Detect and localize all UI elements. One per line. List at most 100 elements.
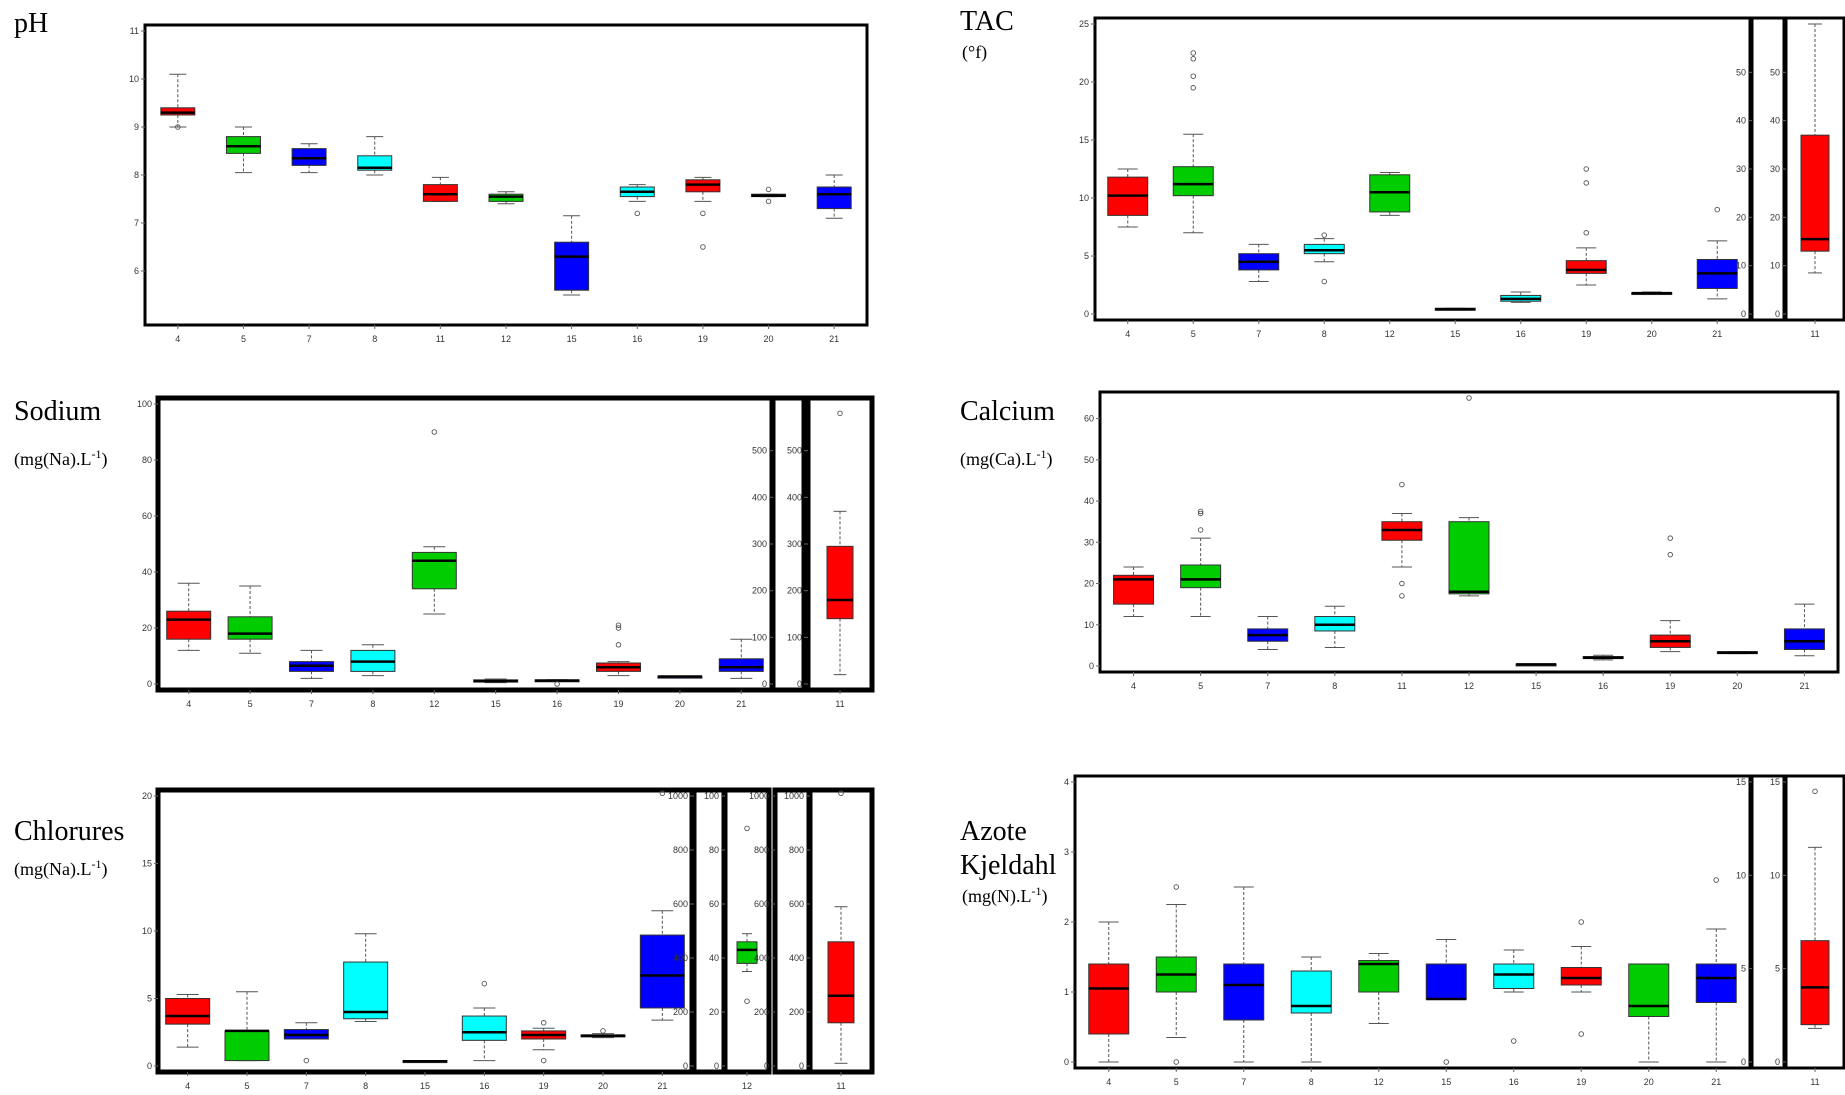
outlier-point (1713, 877, 1719, 883)
x-tick-label: 21 (1711, 1077, 1721, 1087)
panel: 0 200 400 600 800 1000 11 (784, 787, 875, 1091)
x-tick-label: 15 (420, 1081, 430, 1091)
x-tick-label: 5 (241, 334, 246, 344)
panel-frame (143, 23, 869, 327)
outlier-point (1197, 508, 1204, 515)
box-8: 8 (343, 933, 389, 1091)
box-11: 11 (1800, 23, 1830, 339)
y-tick-label: 100 (787, 632, 802, 642)
box-21: 21 (1783, 603, 1825, 691)
panel-frame (722, 787, 772, 1075)
chart-4: Chlorures (mg(Na).L-1) 0 5 10 15 20 4 5 7 8 15 16 19 2… (14, 787, 875, 1091)
outlier-point (1399, 481, 1405, 488)
box-16: 16 (1493, 949, 1535, 1087)
x-tick-label: 7 (1256, 329, 1261, 339)
box-iqr (1628, 963, 1670, 1017)
y-tick-label: 20 (142, 623, 152, 633)
y-tick-label: 200 (787, 586, 802, 596)
outlier-point (303, 1057, 310, 1064)
box-iqr (1800, 940, 1830, 1026)
chart-title: TAC (960, 6, 1014, 37)
box-5: 5 (1172, 50, 1214, 339)
box-8: 8 (1303, 232, 1345, 339)
outlier-point (540, 1020, 547, 1026)
outlier-point (837, 410, 843, 417)
panel: 0 20 40 60 80 100 4 5 7 8 12 15 16 19 20 21 (137, 395, 775, 709)
y-tick-label: 5 (1084, 251, 1089, 261)
box-16: 16 (534, 679, 580, 709)
outlier-point (700, 244, 706, 250)
panel: 0 10 20 30 40 50 60 4 5 7 8 11 12 15 16 19 20 21 (1084, 390, 1840, 691)
box-8: 8 (357, 136, 393, 344)
box-4: 4 (165, 993, 211, 1091)
box-iqr (639, 934, 685, 1009)
y-tick-label: 5 (1775, 964, 1780, 974)
box-iqr (1223, 963, 1265, 1021)
x-tick-label: 19 (1581, 329, 1591, 339)
y-tick-label: 10 (1736, 870, 1746, 880)
y-tick-label: 400 (787, 492, 802, 502)
outlier-point (765, 186, 772, 193)
x-tick-label: 19 (1665, 681, 1675, 691)
x-tick-label: 5 (244, 1081, 249, 1091)
x-tick-label: 4 (186, 699, 191, 709)
box-iqr (224, 1030, 270, 1062)
y-tick-label: 100 (752, 632, 767, 642)
y-tick-label: 30 (1770, 164, 1780, 174)
outlier-point (1583, 166, 1589, 172)
outlier-point (1583, 230, 1589, 236)
chart-title: Calcium (960, 396, 1055, 427)
box-19: 19 (1565, 166, 1607, 339)
box-15: 15 (554, 215, 590, 344)
box-20: 20 (657, 675, 703, 709)
y-tick-label: 10 (129, 74, 139, 84)
y-tick-label: 15 (1079, 135, 1089, 145)
x-tick-label: 19 (539, 1081, 549, 1091)
x-tick-label: 12 (429, 699, 439, 709)
chart-unit: (mg(Na).L-1) (14, 447, 107, 470)
outlier-point (1443, 1059, 1449, 1065)
outlier-point (838, 790, 844, 797)
box-iqr (1560, 967, 1602, 986)
panel: 0 5 10 15 20 4 5 7 8 15 16 19 20 21 (142, 787, 695, 1091)
box-4: 4 (166, 582, 212, 709)
y-tick-label: 600 (789, 899, 804, 909)
y-tick-label: 30 (1084, 537, 1094, 547)
y-tick-label: 1000 (784, 791, 804, 801)
y-tick-label: 600 (754, 899, 769, 909)
box-4: 4 (1107, 168, 1149, 339)
y-tick-label: 0 (714, 1061, 719, 1071)
y-tick-label: 0 (1064, 1057, 1069, 1067)
box-11: 11 (827, 790, 855, 1091)
outlier-point (615, 642, 622, 648)
chart-title: Azote (960, 816, 1027, 847)
box-iqr (1800, 134, 1830, 252)
box-11: 11 (1381, 481, 1423, 691)
outlier-point (1583, 180, 1589, 186)
box-5: 5 (1155, 884, 1197, 1087)
y-tick-label: 0 (1775, 309, 1780, 319)
box-iqr (1088, 963, 1130, 1035)
box-5: 5 (225, 126, 261, 344)
outlier-point (1197, 527, 1204, 533)
outlier-point (1812, 788, 1818, 795)
y-tick-label: 200 (789, 1007, 804, 1017)
x-tick-label: 11 (436, 334, 445, 344)
outlier-point (1190, 73, 1196, 79)
box-15: 15 (473, 678, 519, 709)
y-tick-label: 20 (1084, 579, 1094, 589)
x-tick-label: 16 (552, 699, 562, 709)
y-tick-label: 200 (754, 1007, 769, 1017)
box-20: 20 (1631, 291, 1673, 339)
x-tick-label: 7 (304, 1081, 309, 1091)
outlier-point (744, 825, 750, 832)
y-tick-label: 5 (147, 994, 152, 1004)
y-tick-label: 400 (752, 492, 767, 502)
box-19: 19 (521, 1020, 567, 1091)
y-tick-label: 0 (797, 679, 802, 689)
panel-frame (691, 787, 727, 1075)
outlier-point (1321, 232, 1327, 238)
outlier-point (1578, 919, 1584, 925)
y-tick-label: 50 (1084, 455, 1094, 465)
